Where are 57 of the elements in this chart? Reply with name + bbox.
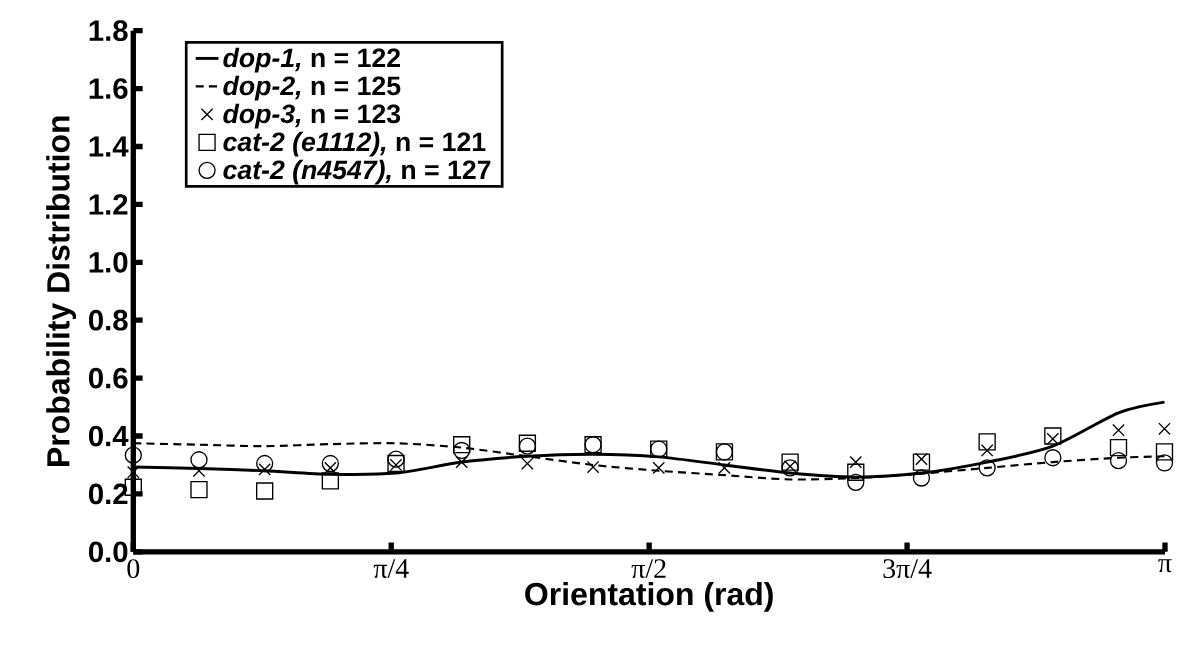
- point: [915, 452, 928, 466]
- x-tick-label: π/4: [373, 559, 409, 578]
- y-tick-label: 0.6: [88, 367, 128, 389]
- point: [255, 454, 274, 473]
- point: [190, 480, 208, 499]
- point: [718, 461, 731, 475]
- point: [847, 473, 865, 491]
- point: [1109, 438, 1128, 457]
- point: [1155, 443, 1174, 461]
- point: [1044, 427, 1062, 445]
- legend-label: dop-1, n = 122: [223, 47, 400, 73]
- y-tick-label: 1.6: [89, 78, 128, 99]
- point: [586, 460, 600, 474]
- y-tick-label: 0.2: [88, 483, 128, 505]
- y-tick-label: 1.8: [89, 20, 128, 41]
- y-tick-label: 1.0: [89, 251, 128, 273]
- point: [978, 433, 996, 451]
- x-tick-label: 0: [127, 559, 140, 579]
- x-axis-title: Orientation (rad): [525, 581, 773, 612]
- point: [980, 444, 994, 457]
- point: [453, 441, 471, 460]
- y-tick-label: 1.4: [89, 136, 129, 157]
- point: [387, 454, 405, 473]
- y-tick-label: 1.2: [89, 194, 128, 215]
- legend-label: cat-2 (n4547), n = 127: [223, 159, 491, 185]
- point: [1109, 451, 1128, 470]
- x-tick-label: π/2: [631, 559, 666, 578]
- point: [978, 459, 996, 477]
- point: [1155, 454, 1174, 472]
- point: [453, 435, 471, 454]
- point: [389, 458, 403, 472]
- y-tick-label: 0.4: [88, 425, 129, 447]
- point: [1112, 423, 1125, 437]
- point: [321, 472, 340, 490]
- point: [912, 469, 931, 487]
- point: [1158, 422, 1171, 436]
- legend-label: dop-3, n = 123: [223, 103, 401, 129]
- y-tick-label: 0.0: [88, 541, 128, 563]
- point: [849, 455, 863, 469]
- y-tick-label: 0.8: [88, 309, 128, 331]
- point: [847, 463, 865, 481]
- point: [1044, 449, 1062, 467]
- point: [255, 482, 274, 500]
- point: [912, 453, 931, 471]
- point: [387, 450, 405, 468]
- legend-label: dop-2, n = 125: [223, 75, 401, 101]
- y-axis-title: Probability Distribution: [46, 116, 77, 466]
- point: [652, 461, 666, 475]
- point: [321, 454, 340, 473]
- point: [521, 457, 534, 470]
- legend-label: cat-2 (e1112), n = 121: [223, 131, 486, 157]
- point: [124, 446, 142, 464]
- point: [190, 451, 208, 469]
- x-tick-label: 3π/4: [883, 559, 932, 578]
- point: [781, 453, 799, 471]
- x-tick-label: π: [1158, 559, 1172, 573]
- point: [455, 455, 469, 469]
